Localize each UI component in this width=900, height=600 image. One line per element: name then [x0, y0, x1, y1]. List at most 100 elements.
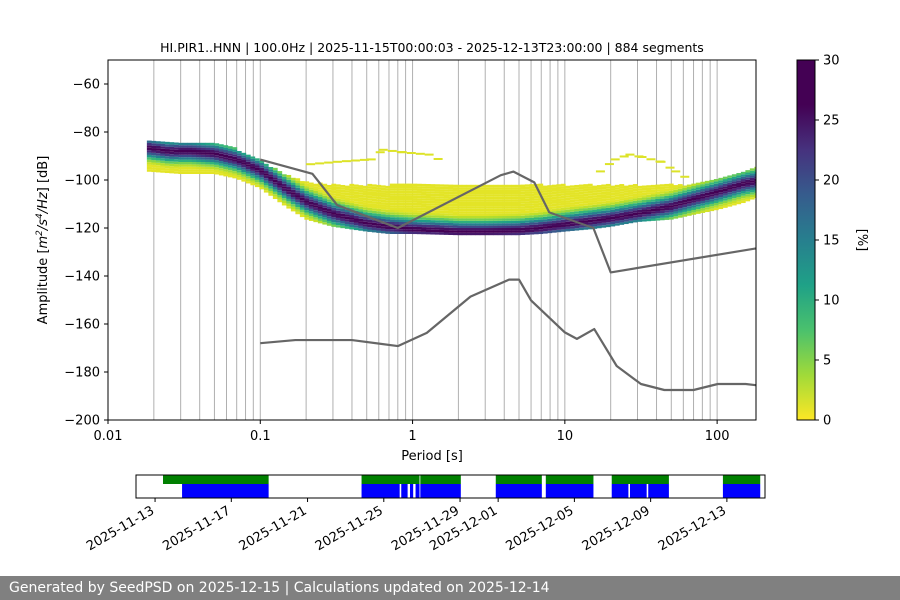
heatmap-cell [434, 225, 440, 228]
heatmap-cell [254, 177, 260, 180]
heatmap-cell [614, 204, 620, 207]
heatmap-cell [308, 194, 314, 197]
heatmap-cell [475, 218, 481, 221]
heatmap-cell [551, 194, 557, 197]
heatmap-cell [457, 206, 463, 209]
heatmap-cell [493, 184, 499, 188]
heatmap-cell [709, 196, 715, 200]
heatmap-cell [578, 213, 584, 216]
heatmap-cell [704, 192, 710, 196]
heatmap-cell [506, 204, 512, 207]
colorbar-tick-label: 0 [823, 414, 831, 429]
heatmap-cell [290, 189, 296, 193]
heatmap-cell [646, 185, 652, 188]
heatmap-cell [466, 201, 472, 204]
heatmap-cell [628, 218, 634, 221]
heatmap-cell [421, 210, 427, 213]
heatmap-cell [425, 215, 431, 218]
heatmap-cell [574, 189, 580, 193]
heatmap-cell [655, 215, 661, 219]
heatmap-cell [205, 166, 211, 170]
heatmap-cell [358, 216, 364, 219]
heatmap-cell [551, 184, 557, 188]
heatmap-cell [169, 163, 175, 167]
heatmap-cell [479, 194, 485, 197]
heatmap-cell [250, 175, 256, 179]
heatmap-cell [146, 142, 152, 146]
heatmap-cell [173, 144, 179, 148]
heatmap-cell [551, 206, 557, 209]
heatmap-cell [520, 215, 526, 219]
heatmap-cell [583, 220, 589, 223]
heatmap-cell [583, 208, 589, 211]
heatmap-cell [443, 198, 449, 202]
heatmap-cell [632, 220, 638, 223]
heatmap-cell [493, 216, 499, 219]
heatmap-cell [389, 205, 395, 208]
heatmap-cell [632, 217, 638, 221]
heatmap-cell [704, 185, 710, 189]
heatmap-cell [569, 211, 575, 215]
heatmap-cell [668, 198, 674, 201]
heatmap-cell [362, 188, 368, 191]
heatmap-cell [259, 182, 265, 185]
heatmap-cell [682, 207, 688, 210]
heatmap-cell [376, 199, 382, 202]
heatmap-cell [362, 185, 368, 189]
heatmap-cell [362, 224, 368, 227]
heatmap-cell [493, 187, 499, 190]
heatmap-cell [547, 228, 553, 231]
heatmap-cell [538, 200, 544, 203]
heatmap-cell [632, 186, 638, 189]
heatmap-cell [745, 184, 751, 187]
heatmap-cell [691, 185, 697, 189]
heatmap-cell [529, 193, 535, 197]
heatmap-cell [587, 219, 593, 223]
heatmap-cell [353, 191, 359, 195]
heatmap-cell [457, 199, 463, 202]
heatmap-cell [218, 146, 224, 150]
heatmap-cell [452, 227, 458, 231]
heatmap-cell [461, 187, 467, 190]
heatmap-cell [646, 214, 652, 217]
heatmap-cell [632, 205, 638, 209]
heatmap-cell [331, 219, 337, 223]
heatmap-cell [745, 186, 751, 190]
heatmap-cell [592, 224, 598, 227]
heatmap-cell [740, 191, 746, 194]
heatmap-cell [403, 214, 409, 218]
heatmap-cell [655, 206, 661, 209]
heatmap-cell [479, 211, 485, 214]
heatmap-cell [182, 169, 188, 172]
heatmap-cell [479, 225, 485, 228]
heatmap-cell [515, 206, 521, 209]
heatmap-cell [331, 205, 337, 208]
heatmap-cell [533, 198, 539, 201]
heatmap-cell [205, 142, 211, 146]
heatmap-cell [439, 193, 445, 197]
heatmap-cell [299, 202, 305, 206]
heatmap-cell [619, 196, 625, 199]
heatmap-cell [335, 210, 341, 214]
heatmap-cell [691, 209, 697, 213]
heatmap-cell [655, 186, 661, 190]
heatmap-cell [146, 154, 152, 158]
heatmap-cell [745, 194, 751, 197]
heatmap-cell [263, 173, 269, 176]
heatmap-cell [259, 170, 265, 173]
heatmap-cell [340, 187, 346, 190]
heatmap-cell [227, 170, 233, 173]
heatmap-cell [254, 182, 260, 185]
heatmap-cell [448, 194, 454, 197]
heatmap-cell [340, 218, 346, 221]
heatmap-cell [470, 230, 476, 233]
heatmap-cell [511, 225, 517, 228]
timeline-tick-label: 2025-11-21 [237, 503, 310, 554]
heatmap-cell [461, 201, 467, 204]
heatmap-cell [245, 166, 251, 170]
heatmap-cell [511, 196, 517, 200]
heatmap-cell [484, 206, 490, 209]
heatmap-cell [169, 166, 175, 169]
heatmap-cell [551, 189, 557, 192]
heatmap-cell [461, 216, 467, 219]
